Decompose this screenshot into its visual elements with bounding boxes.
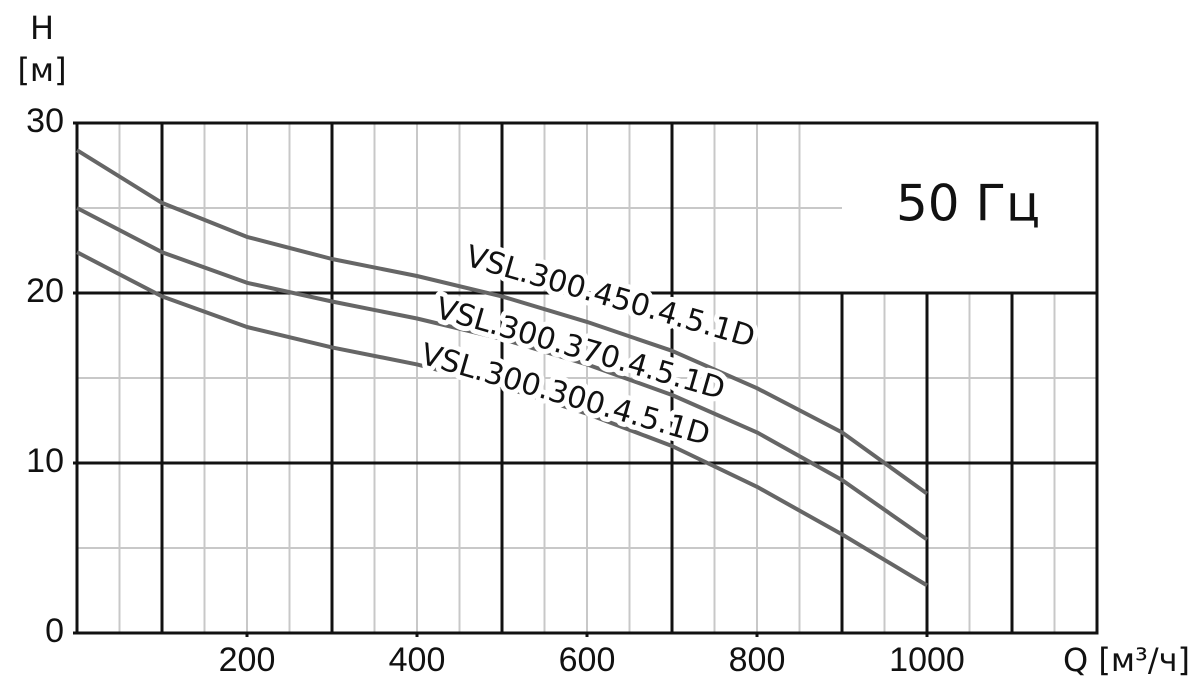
- y-tick-label: 30: [26, 102, 64, 140]
- y-tick-label: 10: [26, 442, 64, 480]
- x-tick-label: 800: [729, 641, 786, 679]
- y-axis-unit: [м]: [17, 51, 66, 89]
- x-tick-label: 400: [389, 641, 446, 679]
- y-axis-label: H: [30, 9, 54, 47]
- y-tick-label: 0: [45, 612, 64, 650]
- curve: [76, 206, 929, 542]
- annotation-box: [842, 123, 1097, 293]
- x-tick-label: 200: [219, 641, 276, 679]
- annotation: 50 Гц: [896, 175, 1040, 233]
- x-tick-label: 1000: [889, 641, 965, 679]
- curve: [76, 250, 929, 588]
- x-axis-label: Q [м³/ч]: [1063, 641, 1190, 679]
- x-tick-label: 600: [559, 641, 616, 679]
- y-tick-label: 20: [26, 272, 64, 310]
- curve: [75, 148, 929, 496]
